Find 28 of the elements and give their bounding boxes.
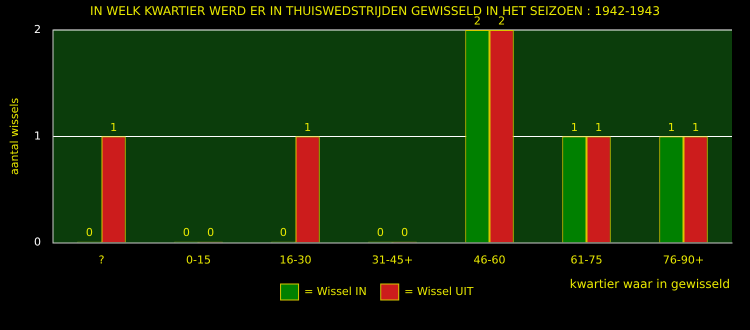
x-tick-label: 16-30 xyxy=(280,253,312,266)
data-label: 2 xyxy=(498,14,506,28)
data-label: 0 xyxy=(182,226,190,240)
data-label: 0 xyxy=(207,226,214,240)
x-tick-label: 31-45+ xyxy=(372,253,414,266)
data-label: 0 xyxy=(280,226,287,240)
legend-label: = Wissel IN xyxy=(304,284,367,298)
x-tick-label: ? xyxy=(98,253,105,266)
legend-label: = Wissel UIT xyxy=(404,284,474,298)
data-label: 0 xyxy=(376,226,384,240)
data-label: 0 xyxy=(86,226,93,240)
data-label: 1 xyxy=(692,120,700,134)
x-tick-label: 46-60 xyxy=(474,253,506,266)
x-tick-label: 76-90+ xyxy=(662,253,704,266)
y-axis-title: aantal wissels xyxy=(8,98,21,175)
x-tick-label: 0-15 xyxy=(186,253,211,266)
data-label: 0 xyxy=(401,226,408,240)
data-label: 1 xyxy=(304,120,312,134)
data-label: 1 xyxy=(668,120,675,134)
data-label: 1 xyxy=(595,120,602,134)
x-tick-label: 61-75 xyxy=(570,253,602,266)
x-axis-title: kwartier waar in gewisseld xyxy=(570,277,730,292)
data-label: 1 xyxy=(110,120,118,134)
y-tick-label: 0 xyxy=(34,236,41,249)
y-tick-label: 1 xyxy=(34,129,41,142)
data-label: 1 xyxy=(570,120,578,134)
data-label: 2 xyxy=(474,14,481,28)
y-tick-label: 2 xyxy=(34,22,41,36)
